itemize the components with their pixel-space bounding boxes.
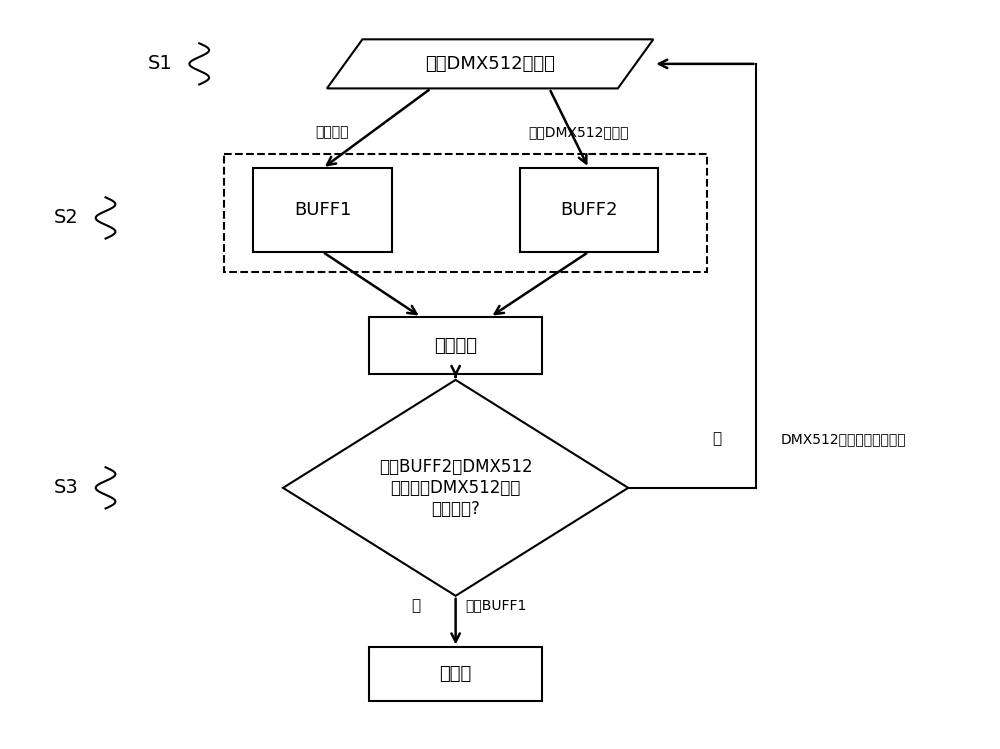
Bar <box>224 154 707 272</box>
Text: BUFF2: BUFF2 <box>560 201 618 219</box>
Text: 通道数据: 通道数据 <box>316 126 349 139</box>
Text: 整帧DMX512数据包: 整帧DMX512数据包 <box>529 126 629 139</box>
Text: S3: S3 <box>54 479 78 497</box>
Text: S2: S2 <box>54 208 78 228</box>
Polygon shape <box>327 40 653 88</box>
Text: DMX512接口重新接收数据: DMX512接口重新接收数据 <box>781 431 907 446</box>
Text: 舞台灯: 舞台灯 <box>440 665 472 683</box>
Text: 接收DMX512数据包: 接收DMX512数据包 <box>425 55 555 73</box>
Bar <box>369 647 542 701</box>
Text: BUFF1: BUFF1 <box>294 201 351 219</box>
Polygon shape <box>283 380 628 595</box>
Text: 输出BUFF1: 输出BUFF1 <box>465 598 527 613</box>
Text: 是: 是 <box>412 598 421 613</box>
Bar <box>369 317 542 374</box>
Text: S1: S1 <box>147 55 172 73</box>
Text: 对比处理: 对比处理 <box>434 336 477 354</box>
Text: 对比BUFF2的DMX512
数据包和DMX512协议
是否一致?: 对比BUFF2的DMX512 数据包和DMX512协议 是否一致? <box>379 458 532 518</box>
Text: 否: 否 <box>712 431 722 446</box>
Bar <box>253 169 392 252</box>
Bar <box>520 169 658 252</box>
